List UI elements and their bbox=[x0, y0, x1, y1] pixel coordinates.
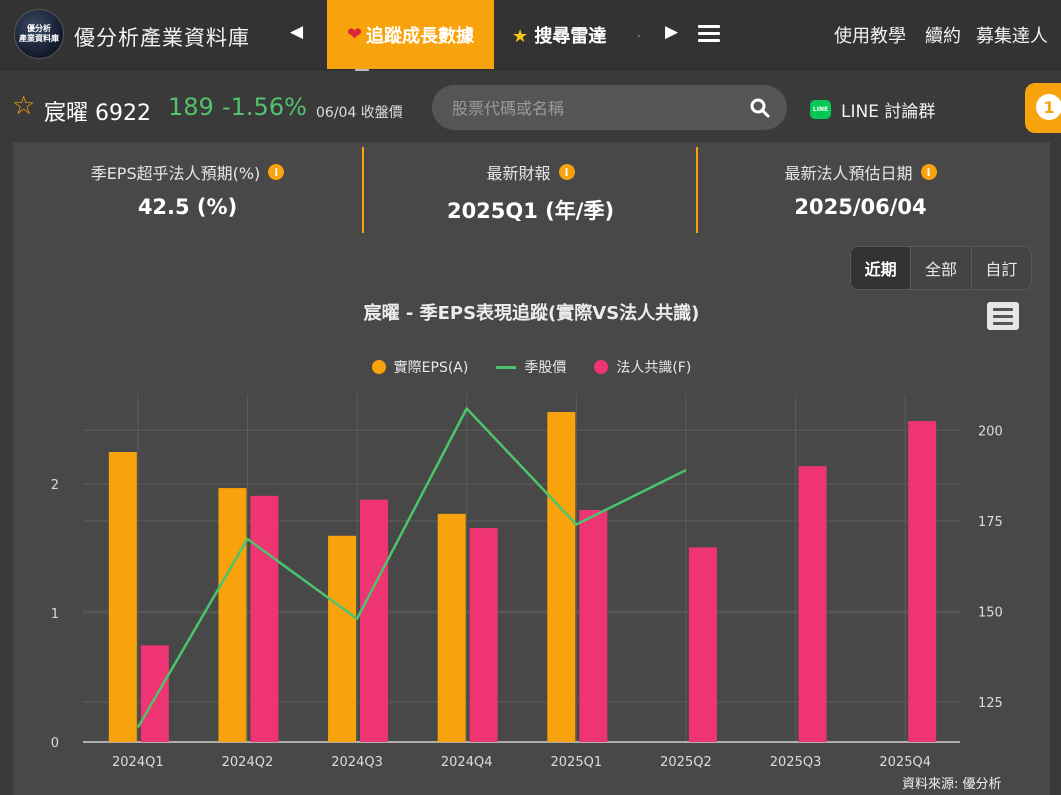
range-recent-button[interactable]: 近期 bbox=[851, 247, 912, 289]
eps-chart: 125 150 175 200 0 1 2 2024Q1 2024Q2 2024Q3 2024Q4 2… bbox=[51, 394, 1003, 770]
nav-prev-arrow-icon[interactable]: ◀ bbox=[290, 22, 304, 42]
stat-eps-surprise-value: 42.5 (%) bbox=[137, 195, 238, 219]
logo-text-line1: 優分析 bbox=[27, 24, 51, 33]
x-axis-tick-label: 2024Q1 bbox=[112, 755, 164, 770]
line-group-label: LINE 討論群 bbox=[841, 102, 936, 122]
consensus-eps-bar bbox=[360, 499, 389, 742]
top-navbar: 優分析 產業資料庫 優分析產業資料庫 ◀ ❤ 追蹤成長數據 ★ 搜尋雷達 . ▶… bbox=[0, 0, 1061, 73]
quarter-price-line bbox=[136, 407, 687, 729]
stock-change-percent: -1.56% bbox=[222, 93, 307, 121]
nav-link-tutorial[interactable]: 使用教學 bbox=[834, 26, 906, 47]
stat-divider bbox=[696, 147, 698, 233]
nav-next-arrow-icon[interactable]: ▶ bbox=[665, 22, 679, 42]
stat-estimate-date: 最新法人預估日期 i 2025/06/04 bbox=[698, 142, 1023, 234]
actual-eps-bar bbox=[218, 488, 247, 742]
consensus-eps-bar bbox=[908, 421, 937, 742]
stat-eps-surprise-label: 季EPS超乎法人預期(%) bbox=[90, 164, 261, 183]
closing-price-date: 06/04 收盤價 bbox=[316, 105, 403, 121]
chart-export-menu-icon[interactable] bbox=[987, 302, 1019, 330]
info-icon[interactable]: i bbox=[268, 164, 285, 180]
right-axis-tick-label: 150 bbox=[978, 606, 1003, 621]
consensus-eps-bar bbox=[140, 645, 169, 742]
chart-legend: 實際EPS(A) 季股價 法人共識(F) bbox=[13, 357, 1050, 377]
star-icon: ★ bbox=[512, 26, 529, 47]
tab-track-growth-label: 追蹤成長數據 bbox=[366, 25, 475, 47]
eps-panel: 季EPS超乎法人預期(%) i 42.5 (%) 最新財報 i 2025Q1 (… bbox=[13, 142, 1050, 795]
nav-link-recruit[interactable]: 募集達人 bbox=[976, 26, 1048, 47]
stock-search-input[interactable] bbox=[452, 96, 742, 120]
legend-quarter-price-label: 季股價 bbox=[524, 360, 567, 376]
actual-eps-bar bbox=[328, 535, 357, 742]
actual-eps-bar bbox=[108, 452, 137, 742]
right-axis-tick-label: 200 bbox=[978, 424, 1003, 439]
line-app-icon: LINE bbox=[810, 100, 831, 119]
legend-quarter-price[interactable]: 季股價 bbox=[496, 357, 566, 377]
info-icon[interactable]: i bbox=[558, 164, 575, 180]
info-icon[interactable]: i bbox=[920, 164, 937, 180]
x-axis-tick-label: 2024Q4 bbox=[441, 755, 493, 770]
stock-price: 189 bbox=[168, 93, 214, 121]
nav-overflow-dot: . bbox=[637, 26, 641, 40]
stat-estimate-date-value: 2025/06/04 bbox=[794, 195, 927, 219]
site-title[interactable]: 優分析產業資料庫 bbox=[74, 26, 250, 50]
legend-dot-icon bbox=[594, 360, 609, 374]
site-logo[interactable]: 優分析 產業資料庫 bbox=[14, 9, 64, 59]
right-axis-tick-label: 175 bbox=[978, 515, 1003, 530]
favorite-star-icon[interactable]: ☆ bbox=[12, 91, 36, 121]
consensus-eps-bar bbox=[579, 510, 608, 742]
notification-count: 1 bbox=[1036, 94, 1061, 120]
legend-actual-eps-label: 實際EPS(A) bbox=[393, 360, 469, 376]
x-axis-tick-label: 2024Q2 bbox=[222, 755, 274, 770]
tab-search-radar[interactable]: ★ 搜尋雷達 bbox=[512, 22, 606, 48]
stat-latest-report: 最新財報 i 2025Q1 (年/季) bbox=[364, 142, 697, 234]
line-group-link[interactable]: LINE LINE 討論群 bbox=[810, 97, 935, 122]
consensus-eps-bar bbox=[688, 547, 717, 742]
legend-consensus-label: 法人共識(F) bbox=[616, 360, 692, 376]
notification-badge[interactable]: 1 bbox=[1025, 83, 1061, 133]
right-axis-tick-label: 125 bbox=[978, 696, 1003, 711]
range-all-button[interactable]: 全部 bbox=[911, 247, 972, 289]
x-axis-tick-label: 2025Q3 bbox=[770, 755, 822, 770]
x-axis-tick-label: 2025Q4 bbox=[879, 755, 931, 770]
logo-text-line2: 產業資料庫 bbox=[19, 34, 59, 43]
legend-actual-eps[interactable]: 實際EPS(A) bbox=[371, 357, 469, 377]
range-custom-button[interactable]: 自訂 bbox=[985, 260, 1018, 279]
range-selector: 近期 全部 自訂 bbox=[850, 246, 1032, 290]
legend-dot-icon bbox=[371, 360, 386, 374]
chart-title: 宸曜 - 季EPS表現追蹤(實際VS法人共識) bbox=[363, 303, 700, 324]
stat-eps-surprise: 季EPS超乎法人預期(%) i 42.5 (%) bbox=[13, 142, 362, 234]
x-axis-tick-label: 2025Q1 bbox=[551, 755, 603, 770]
menu-icon[interactable] bbox=[698, 25, 720, 42]
actual-eps-bar bbox=[547, 412, 576, 742]
consensus-eps-bar bbox=[250, 495, 279, 742]
consensus-eps-bar bbox=[798, 466, 827, 742]
tab-track-growth[interactable]: ❤ 追蹤成長數據 bbox=[327, 0, 494, 69]
left-axis-tick-label: 2 bbox=[51, 478, 59, 493]
stock-search-box bbox=[432, 85, 787, 130]
stock-name-code: 宸曜 6922 bbox=[44, 101, 151, 126]
actual-eps-bar bbox=[437, 513, 466, 742]
stat-latest-report-label: 最新財報 bbox=[486, 164, 551, 183]
x-axis-tick-label: 2025Q2 bbox=[660, 755, 712, 770]
nav-link-renew[interactable]: 續約 bbox=[925, 26, 961, 47]
left-axis-tick-label: 0 bbox=[51, 736, 59, 751]
x-axis-tick-label: 2024Q3 bbox=[331, 755, 383, 770]
tab-search-radar-label: 搜尋雷達 bbox=[534, 26, 607, 47]
search-icon[interactable] bbox=[750, 98, 770, 118]
stat-latest-report-value: 2025Q1 (年/季) bbox=[446, 199, 615, 223]
heart-icon: ❤ bbox=[346, 24, 363, 45]
legend-consensus[interactable]: 法人共識(F) bbox=[594, 357, 691, 377]
stock-header: ☆ 宸曜 6922 189 -1.56% 06/04 收盤價 LINE LINE… bbox=[0, 71, 1061, 141]
stat-estimate-date-label: 最新法人預估日期 bbox=[784, 164, 913, 183]
stat-divider bbox=[362, 147, 364, 233]
left-axis-tick-label: 1 bbox=[51, 607, 59, 622]
consensus-eps-bar bbox=[469, 528, 498, 742]
data-source-credit: 資料來源: 優分析 bbox=[902, 777, 1002, 792]
legend-line-icon bbox=[496, 365, 517, 369]
